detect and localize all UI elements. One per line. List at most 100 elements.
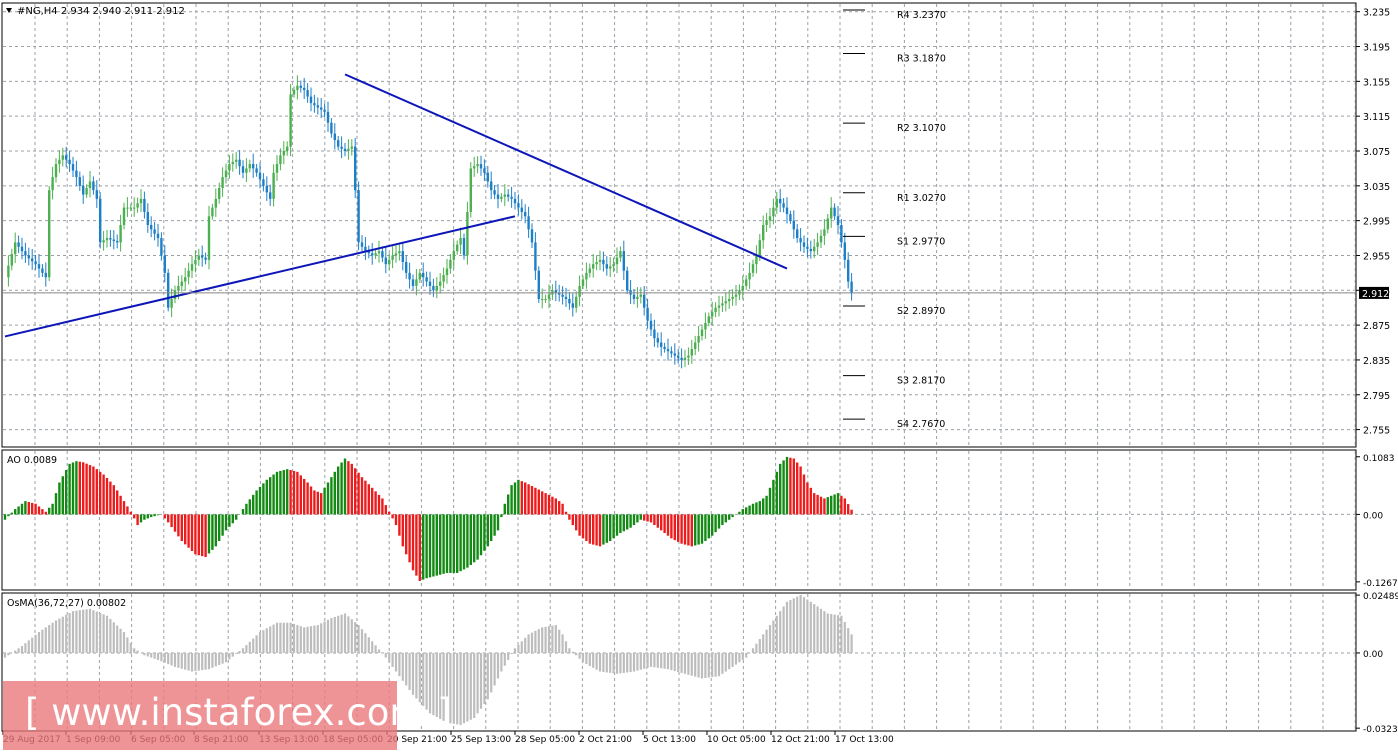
candle-body — [476, 164, 479, 167]
pivot-level-label: R2 3.1070 — [897, 123, 946, 134]
candle-body — [731, 296, 734, 299]
candle-body — [156, 233, 160, 239]
candle-body — [823, 229, 826, 236]
candle-body — [326, 111, 330, 123]
candle-body — [762, 225, 765, 241]
ao-tick-label: 0.00 — [1363, 511, 1383, 521]
current-price-label: 2.912 — [1362, 289, 1389, 300]
candle-body — [31, 258, 34, 262]
candle-body — [204, 257, 207, 260]
candle-body — [350, 146, 353, 149]
candle-body — [279, 155, 282, 165]
ao-title: AO 0.0089 — [7, 455, 57, 466]
candle-body — [615, 257, 619, 265]
candle-body — [765, 220, 768, 225]
candle-body — [670, 351, 673, 354]
candle-body — [180, 281, 183, 286]
candle-body — [286, 146, 289, 151]
y-tick-label: 2.955 — [1363, 251, 1390, 262]
candle-body — [224, 170, 228, 178]
x-tick-label: 5 Oct 13:00 — [643, 735, 696, 745]
candle-body — [299, 85, 302, 88]
candle-body — [714, 307, 717, 313]
candle-body — [136, 203, 139, 208]
candle-body — [850, 281, 853, 293]
candle-body — [173, 290, 177, 299]
ao-tick-label: -0.1267 — [1363, 579, 1398, 589]
x-tick-label: 28 Sep 05:00 — [515, 735, 575, 745]
candle-body — [479, 164, 483, 169]
candle-body — [34, 261, 37, 265]
candle-body — [541, 299, 544, 300]
candle-body — [65, 155, 68, 160]
candle-body — [785, 207, 789, 215]
candle-body — [612, 264, 615, 267]
candle-body — [639, 294, 642, 297]
candle-body — [779, 198, 782, 204]
candle-body — [41, 268, 44, 273]
osma-tick-label: -0.03238 — [1363, 725, 1398, 735]
candle-body — [394, 253, 398, 256]
pane-frame-ao — [1, 449, 1357, 591]
candle-body — [486, 172, 489, 182]
candle-body — [54, 164, 58, 178]
candle-body — [337, 140, 340, 147]
candle-body — [816, 242, 819, 247]
y-tick-label: 2.755 — [1363, 426, 1390, 437]
candle-body — [456, 244, 459, 252]
candle-body — [415, 279, 418, 286]
candle-body — [530, 229, 534, 243]
candle-body — [564, 296, 568, 299]
candle-body — [44, 272, 47, 278]
candle-body — [92, 181, 95, 191]
candle-body — [303, 87, 306, 91]
candle-body — [819, 235, 823, 243]
y-tick-label: 3.075 — [1363, 147, 1390, 158]
candle-body — [425, 277, 428, 282]
candle-body — [58, 159, 61, 165]
candle-body — [48, 190, 51, 278]
candle-body — [78, 177, 81, 186]
candle-body — [741, 285, 744, 291]
candle-body — [119, 225, 122, 243]
candle-body — [755, 255, 758, 265]
candle-body — [391, 255, 394, 260]
candle-body — [602, 259, 605, 265]
y-tick-label: 2.995 — [1363, 217, 1390, 228]
candle-body — [687, 355, 690, 358]
candle-body — [704, 322, 707, 330]
candle-body — [398, 251, 401, 254]
candle-body — [24, 251, 27, 256]
candle-body — [320, 107, 323, 110]
candle-body — [112, 239, 115, 241]
candle-body — [275, 164, 279, 173]
pivot-level-label: S3 2.8170 — [897, 376, 945, 387]
candle-body — [241, 166, 245, 173]
candle-body — [167, 272, 170, 308]
candle-body — [68, 159, 71, 165]
candle-body — [61, 155, 64, 160]
candle-body — [734, 294, 738, 297]
x-tick-label: 25 Sep 13:00 — [451, 735, 511, 745]
candle-body — [272, 172, 275, 199]
candle-body — [126, 207, 129, 209]
candle-body — [632, 294, 636, 299]
candle-body — [721, 303, 724, 306]
candle-body — [160, 238, 163, 256]
candle-body — [432, 285, 435, 291]
candle-body — [10, 254, 13, 266]
candle-body — [469, 168, 472, 212]
candle-body — [466, 211, 469, 256]
candle-body — [435, 285, 438, 291]
candle-body — [231, 161, 234, 165]
candle-body — [7, 265, 10, 278]
candle-body — [660, 342, 663, 347]
candle-body — [578, 285, 581, 297]
candle-body — [836, 216, 840, 225]
candle-body — [201, 255, 204, 258]
candle-body — [622, 251, 625, 271]
candle-body — [626, 270, 629, 291]
